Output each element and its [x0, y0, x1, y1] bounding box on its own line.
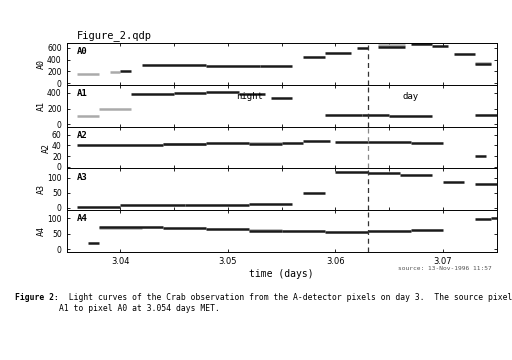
Y-axis label: A2: A2: [41, 143, 51, 153]
Text: A0: A0: [77, 48, 88, 57]
Text: Figure_2.qdp: Figure_2.qdp: [77, 31, 152, 41]
Text: Light curves of the Crab observation from the A-detector pixels on day 3.  The s: Light curves of the Crab observation fro…: [59, 293, 512, 313]
X-axis label: time (days): time (days): [249, 269, 314, 279]
Text: night: night: [236, 92, 263, 101]
Text: source: 13-Nov-1996 11:57: source: 13-Nov-1996 11:57: [398, 266, 492, 271]
Y-axis label: A3: A3: [37, 184, 46, 194]
Text: A3: A3: [77, 173, 88, 182]
Y-axis label: A1: A1: [37, 101, 46, 111]
Text: A2: A2: [77, 131, 88, 140]
Text: A1: A1: [77, 89, 88, 98]
Y-axis label: A4: A4: [37, 226, 46, 236]
Text: day: day: [402, 92, 419, 101]
Text: A4: A4: [77, 215, 88, 224]
Y-axis label: A0: A0: [37, 59, 46, 69]
Text: Figure 2:: Figure 2:: [15, 293, 59, 302]
